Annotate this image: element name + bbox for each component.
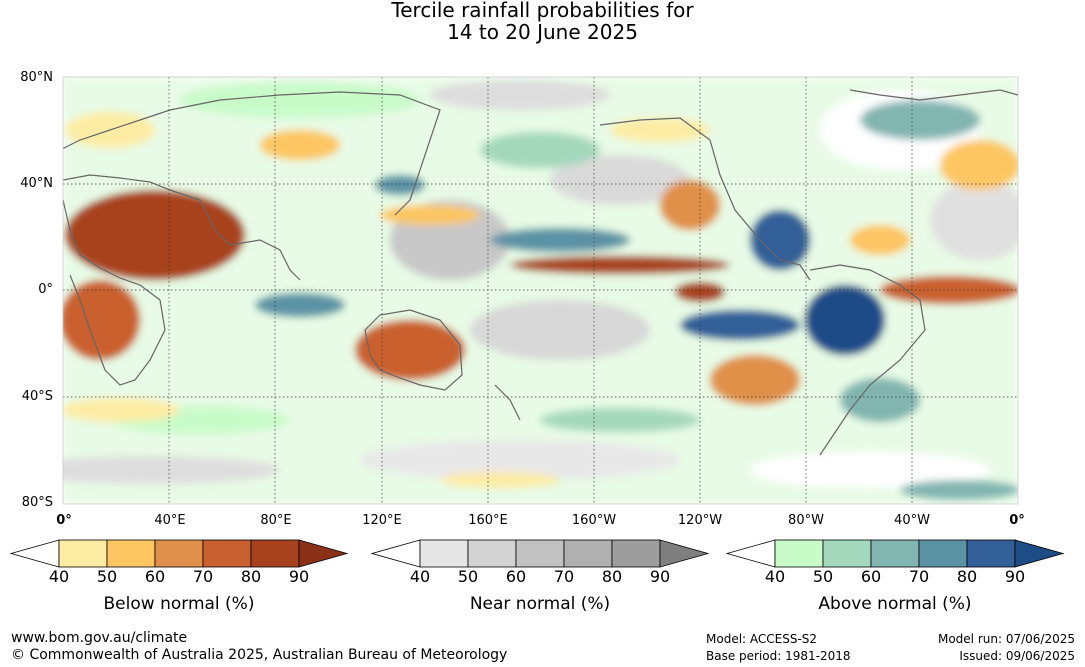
footer-base-period: Base period: 1981-2018: [706, 649, 851, 663]
colorbar-below-label-80: 80: [240, 567, 262, 586]
colorbar-below-title: Below normal (%): [103, 594, 255, 614]
coastlines: [63, 89, 1018, 456]
footer-copyright: © Commonwealth of Australia 2025, Austra…: [11, 647, 508, 663]
colorbar-segment: [419, 539, 469, 568]
lon-tick-40w: 40°W: [894, 513, 930, 528]
colorbar-segment: [250, 539, 300, 568]
lon-tick-120e: 120°E: [362, 513, 402, 528]
colorbar-near-normal: [370, 539, 710, 568]
colorbar-left-arrow: [725, 539, 776, 568]
colorbar-above-label-70: 70: [908, 567, 930, 586]
colorbar-segment: [154, 539, 204, 568]
colorbar-below-label-40: 40: [48, 567, 70, 586]
lat-tick-equator: 0°: [38, 282, 53, 297]
colorbar-segment: [822, 539, 872, 568]
colorbar-above-label-90: 90: [1004, 567, 1026, 586]
colorbar-segment: [611, 539, 661, 568]
probability-field: [63, 77, 1018, 504]
colorbar-segment: [918, 539, 968, 568]
lon-tick-160w: 160°W: [571, 513, 617, 528]
colorbar-below-label-50: 50: [96, 567, 118, 586]
colorbar-segment: [106, 539, 156, 568]
footer-model-run: Model run: 07/06/2025: [937, 632, 1075, 646]
colorbar-near-label-80: 80: [601, 567, 623, 586]
colorbar-segment: [563, 539, 613, 568]
lat-tick-40s: 40°S: [21, 389, 53, 404]
colorbar-near-label-50: 50: [457, 567, 479, 586]
colorbar-below-label-60: 60: [144, 567, 166, 586]
colorbar-left-arrow: [9, 539, 60, 568]
colorbar-near-title: Near normal (%): [469, 594, 611, 614]
colorbar-segment: [774, 539, 824, 568]
colorbar-above-label-80: 80: [956, 567, 978, 586]
colorbar-segment: [58, 539, 108, 568]
lon-tick-40e: 40°E: [154, 513, 186, 528]
lon-tick-80e: 80°E: [260, 513, 292, 528]
lon-tick-120w: 120°W: [677, 513, 723, 528]
colorbar-above-normal: [725, 539, 1065, 568]
map-title-line1: Tercile rainfall probabilities for: [391, 0, 694, 22]
colorbar-segment: [966, 539, 1016, 568]
colorbar-segment: [467, 539, 517, 568]
lon-tick-160e: 160°E: [468, 513, 508, 528]
colorbar-below-label-90: 90: [288, 567, 310, 586]
colorbar-near-label-90: 90: [649, 567, 671, 586]
colorbar-near-label-60: 60: [505, 567, 527, 586]
graticule: [63, 77, 1018, 504]
colorbar-near-label-40: 40: [409, 567, 431, 586]
lat-tick-80n: 80°N: [20, 70, 53, 85]
colorbar-above-label-50: 50: [812, 567, 834, 586]
lon-tick-0-left: 0°: [56, 513, 72, 528]
footer-model: Model: ACCESS-S2: [706, 632, 818, 646]
map-title-line2: 14 to 20 June 2025: [447, 20, 638, 44]
lon-tick-80w: 80°W: [788, 513, 824, 528]
footer-issued: Issued: 09/06/2025: [959, 649, 1075, 663]
lat-tick-80s: 80°S: [21, 495, 53, 510]
colorbar-above-title: Above normal (%): [818, 594, 972, 614]
lon-tick-0-right: 0°: [1009, 513, 1025, 528]
colorbar-segment: [202, 539, 252, 568]
colorbar-left-arrow: [370, 539, 421, 568]
colorbar-right-arrow: [1014, 539, 1065, 568]
colorbar-segment: [515, 539, 565, 568]
lat-tick-40n: 40°N: [20, 176, 53, 191]
colorbar-right-arrow: [659, 539, 710, 568]
colorbar-above-label-40: 40: [764, 567, 786, 586]
colorbar-below-normal: [9, 539, 349, 568]
colorbar-below-label-70: 70: [192, 567, 214, 586]
colorbar-above-label-60: 60: [860, 567, 882, 586]
colorbar-near-label-70: 70: [553, 567, 575, 586]
colorbar-segment: [870, 539, 920, 568]
footer-website: www.bom.gov.au/climate: [11, 630, 188, 646]
colorbar-right-arrow: [298, 539, 349, 568]
